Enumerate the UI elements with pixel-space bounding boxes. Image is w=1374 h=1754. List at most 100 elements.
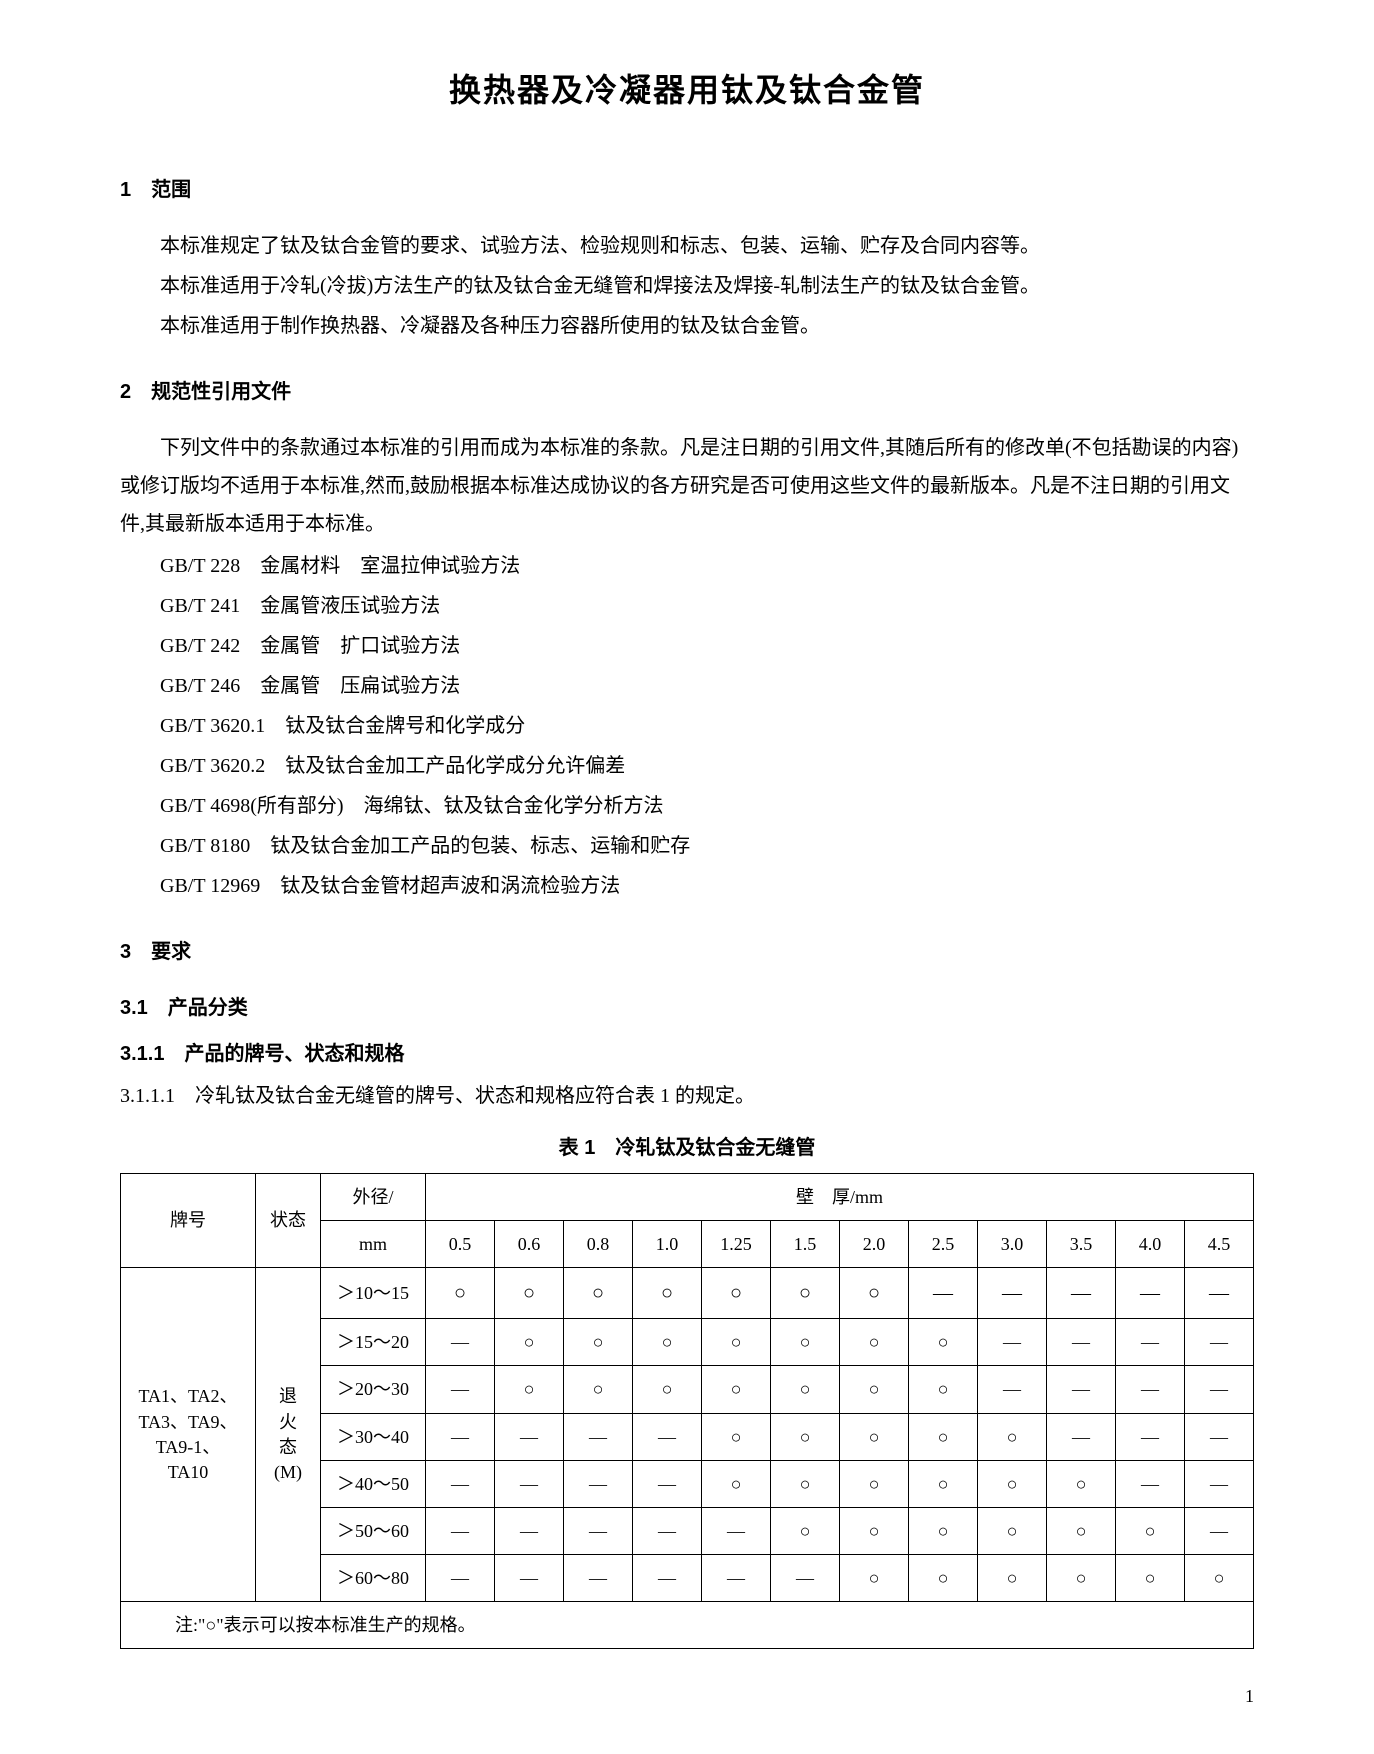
mark-cell: ○ [702,1413,771,1460]
table-1: 牌号 状态 外径/ 壁 厚/mm mm 0.5 0.6 0.8 1.0 1.25… [120,1173,1254,1650]
mark-cell: — [1185,1507,1254,1554]
mark-cell: — [426,1460,495,1507]
table-wt-col: 0.6 [495,1220,564,1267]
table-row: TA1、TA2、 TA3、TA9、 TA9-1、 TA10 退 火 态 (M) … [121,1268,1254,1319]
mark-cell: ○ [771,1366,840,1413]
table-header-state: 状态 [256,1173,321,1267]
mark-cell: — [564,1460,633,1507]
table-note-cell: 注:"○"表示可以按本标准生产的规格。 [121,1602,1254,1649]
state-line: 火 [258,1410,318,1435]
table-wt-col: 3.0 [978,1220,1047,1267]
mark-cell: — [1116,1413,1185,1460]
od-cell: ＞20～30 [321,1366,426,1413]
mark-cell: ○ [633,1268,702,1319]
mark-cell: — [978,1268,1047,1319]
mark-cell: ○ [909,1555,978,1602]
mark-cell: — [633,1413,702,1460]
grade-line: TA9-1、 [123,1435,253,1460]
mark-cell: ○ [771,1413,840,1460]
table-note-row: 注:"○"表示可以按本标准生产的规格。 [121,1602,1254,1649]
od-cell: ＞50～60 [321,1507,426,1554]
mark-cell: ○ [564,1366,633,1413]
mark-cell: ○ [1116,1555,1185,1602]
mark-cell: — [1185,1319,1254,1366]
section-1-heading: 1 范围 [120,171,1254,209]
od-cell: ＞15～20 [321,1319,426,1366]
mark-cell: ○ [840,1319,909,1366]
od-cell: ＞30～40 [321,1413,426,1460]
grade-line: TA10 [123,1460,253,1485]
od-cell: ＞40～50 [321,1460,426,1507]
mark-cell: — [1185,1268,1254,1319]
mark-cell: — [702,1555,771,1602]
mark-cell: ○ [1047,1555,1116,1602]
mark-cell: ○ [1047,1460,1116,1507]
table-header-od-unit: mm [321,1220,426,1267]
mark-cell: ○ [909,1460,978,1507]
mark-cell: ○ [702,1366,771,1413]
mark-cell: — [702,1507,771,1554]
mark-cell: ○ [1185,1555,1254,1602]
mark-cell: — [1047,1413,1116,1460]
mark-cell: — [771,1555,840,1602]
grade-line: TA1、TA2、 [123,1384,253,1409]
section-1-p3: 本标准适用于制作换热器、冷凝器及各种压力容器所使用的钛及钛合金管。 [120,307,1254,345]
od-cell: ＞60～80 [321,1555,426,1602]
state-line: 态 [258,1435,318,1460]
section-2-p1: 下列文件中的条款通过本标准的引用而成为本标准的条款。凡是注日期的引用文件,其随后… [120,429,1254,543]
page-number: 1 [120,1679,1254,1713]
section-1-p1: 本标准规定了钛及钛合金管的要求、试验方法、检验规则和标志、包装、运输、贮存及合同… [120,227,1254,265]
mark-cell: ○ [909,1366,978,1413]
mark-cell: — [495,1413,564,1460]
mark-cell: — [426,1413,495,1460]
mark-cell: ○ [909,1507,978,1554]
reference-item: GB/T 241 金属管液压试验方法 [120,587,1254,625]
mark-cell: — [1047,1319,1116,1366]
reference-item: GB/T 4698(所有部分) 海绵钛、钛及钛合金化学分析方法 [120,787,1254,825]
mark-cell: ○ [978,1507,1047,1554]
table-wt-col: 3.5 [1047,1220,1116,1267]
document-title: 换热器及冷凝器用钛及钛合金管 [120,60,1254,121]
mark-cell: ○ [1116,1507,1185,1554]
reference-item: GB/T 228 金属材料 室温拉伸试验方法 [120,547,1254,585]
table-1-caption: 表 1 冷轧钛及钛合金无缝管 [120,1129,1254,1167]
reference-list: GB/T 228 金属材料 室温拉伸试验方法 GB/T 241 金属管液压试验方… [120,547,1254,905]
mark-cell: — [564,1413,633,1460]
mark-cell: — [978,1319,1047,1366]
reference-item: GB/T 12969 钛及钛合金管材超声波和涡流检验方法 [120,867,1254,905]
mark-cell: ○ [495,1268,564,1319]
mark-cell: ○ [633,1366,702,1413]
mark-cell: ○ [909,1413,978,1460]
reference-item: GB/T 242 金属管 扩口试验方法 [120,627,1254,665]
table-wt-col: 0.5 [426,1220,495,1267]
od-cell: ＞10～15 [321,1268,426,1319]
reference-item: GB/T 246 金属管 压扁试验方法 [120,667,1254,705]
mark-cell: — [564,1507,633,1554]
mark-cell: ○ [771,1319,840,1366]
mark-cell: ○ [840,1507,909,1554]
mark-cell: — [495,1460,564,1507]
mark-cell: ○ [771,1460,840,1507]
table-wt-col: 4.0 [1116,1220,1185,1267]
mark-cell: ○ [771,1268,840,1319]
mark-cell: — [1116,1460,1185,1507]
state-line: 退 [258,1384,318,1409]
section-3-1-heading: 3.1 产品分类 [120,989,1254,1027]
mark-cell: ○ [495,1366,564,1413]
mark-cell: ○ [840,1413,909,1460]
table-wt-col: 2.0 [840,1220,909,1267]
reference-item: GB/T 3620.1 钛及钛合金牌号和化学成分 [120,707,1254,745]
mark-cell: — [564,1555,633,1602]
mark-cell: ○ [564,1268,633,1319]
mark-cell: ○ [909,1319,978,1366]
mark-cell: — [978,1366,1047,1413]
mark-cell: ○ [702,1460,771,1507]
mark-cell: ○ [978,1555,1047,1602]
table-wt-col: 1.0 [633,1220,702,1267]
mark-cell: ○ [978,1460,1047,1507]
mark-cell: ○ [426,1268,495,1319]
mark-cell: ○ [633,1319,702,1366]
mark-cell: — [426,1319,495,1366]
mark-cell: ○ [702,1268,771,1319]
mark-cell: — [1116,1366,1185,1413]
